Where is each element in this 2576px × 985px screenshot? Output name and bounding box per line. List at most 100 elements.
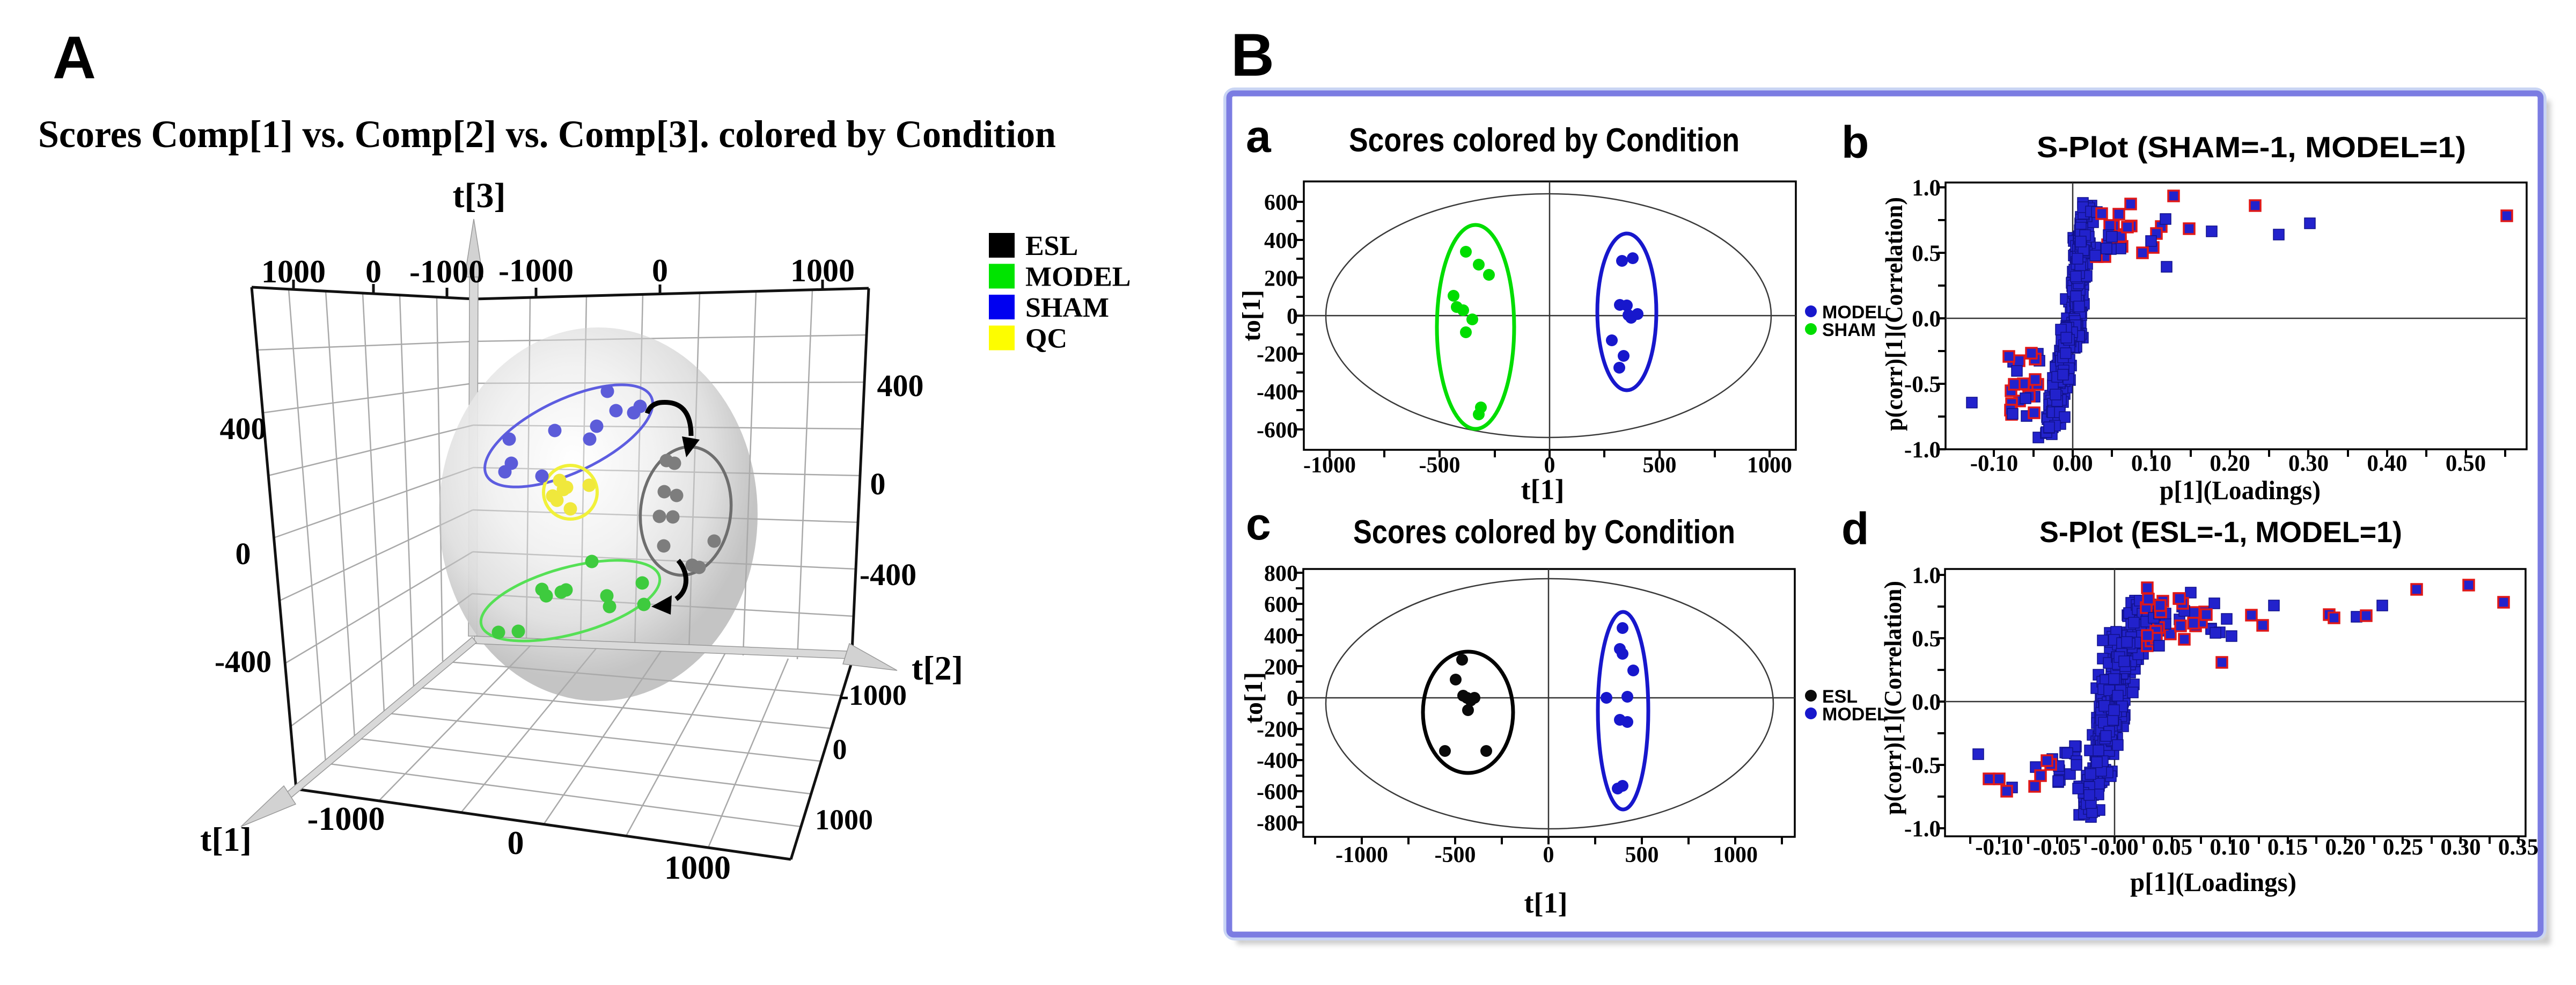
svg-text:p(corr)[1](Correlation): p(corr)[1](Correlation) (1880, 197, 1907, 431)
svg-text:1.0: 1.0 (1912, 563, 1941, 588)
svg-text:S-Plot (ESL=-1, MODEL=1): S-Plot (ESL=-1, MODEL=1) (2039, 515, 2402, 549)
svg-text:to[1]: to[1] (1239, 672, 1268, 724)
svg-text:1000: 1000 (1713, 843, 1758, 867)
svg-text:S-Plot (SHAM=-1, MODEL=1): S-Plot (SHAM=-1, MODEL=1) (2037, 130, 2466, 164)
svg-text:500: 500 (1625, 843, 1659, 867)
svg-text:400: 400 (1264, 624, 1298, 648)
svg-text:0.35: 0.35 (2498, 835, 2538, 860)
svg-text:b: b (1841, 117, 1869, 167)
svg-text:MODEL: MODEL (1822, 302, 1888, 323)
svg-text:-400: -400 (1257, 749, 1298, 774)
svg-text:t[2]: t[2] (912, 649, 963, 687)
svg-text:200: 200 (1264, 655, 1298, 680)
svg-text:0.50: 0.50 (2446, 451, 2486, 476)
svg-text:p[1](Loadings): p[1](Loadings) (2130, 867, 2296, 897)
svg-text:-1000: -1000 (1303, 453, 1356, 478)
svg-text:-500: -500 (1419, 453, 1461, 478)
svg-text:0.0: 0.0 (1912, 307, 1941, 332)
svg-text:ESL: ESL (1025, 231, 1078, 261)
svg-text:0: 0 (1287, 304, 1298, 329)
svg-text:-1000: -1000 (1335, 843, 1388, 867)
svg-text:-200: -200 (1257, 342, 1298, 367)
svg-text:400: 400 (877, 368, 924, 403)
svg-text:-1000: -1000 (409, 254, 485, 289)
svg-text:0.10: 0.10 (2210, 835, 2250, 860)
svg-text:800: 800 (1264, 561, 1298, 586)
svg-text:-500: -500 (1435, 843, 1476, 867)
svg-text:QC: QC (1025, 324, 1067, 354)
svg-text:0.5: 0.5 (1912, 241, 1941, 266)
svg-text:0.0: 0.0 (1912, 690, 1941, 715)
svg-text:1000: 1000 (790, 253, 855, 288)
svg-text:0: 0 (365, 254, 381, 289)
svg-text:MODEL: MODEL (1822, 704, 1888, 725)
svg-text:Scores Comp[1] vs. Comp[2] vs.: Scores Comp[1] vs. Comp[2] vs. Comp[3]. … (38, 113, 1056, 156)
svg-text:t[1]: t[1] (1524, 887, 1568, 919)
svg-text:0: 0 (1544, 453, 1555, 478)
svg-text:-1000: -1000 (839, 679, 907, 711)
svg-text:0: 0 (1287, 687, 1298, 711)
svg-text:Scores colored by Condition: Scores colored by Condition (1349, 122, 1740, 159)
svg-text:600: 600 (1264, 191, 1298, 215)
svg-text:0: 0 (833, 733, 847, 765)
svg-text:to[1]: to[1] (1237, 290, 1266, 341)
svg-text:-400: -400 (1257, 380, 1298, 405)
svg-text:c: c (1246, 499, 1271, 549)
svg-text:0.20: 0.20 (2210, 451, 2250, 476)
svg-text:-0.5: -0.5 (1904, 372, 1941, 397)
svg-text:1.0: 1.0 (1912, 176, 1941, 201)
svg-text:p(corr)[1](Correlation): p(corr)[1](Correlation) (1879, 581, 1906, 815)
svg-text:-600: -600 (1257, 418, 1298, 443)
svg-text:-600: -600 (1257, 780, 1298, 805)
svg-text:0.25: 0.25 (2383, 835, 2423, 860)
svg-text:ESL: ESL (1822, 687, 1858, 707)
svg-text:0: 0 (508, 825, 524, 862)
svg-text:a: a (1246, 111, 1272, 162)
svg-text:-1000: -1000 (498, 253, 574, 288)
svg-text:0: 0 (236, 536, 251, 571)
svg-text:1000: 1000 (261, 254, 326, 289)
svg-text:0.10: 0.10 (2131, 451, 2171, 476)
svg-text:400: 400 (1264, 229, 1298, 253)
svg-text:t[1]: t[1] (1521, 473, 1565, 506)
svg-text:-1.0: -1.0 (1904, 437, 1941, 463)
svg-text:600: 600 (1264, 593, 1298, 617)
svg-text:-1000: -1000 (307, 801, 385, 837)
svg-text:0.30: 0.30 (2440, 835, 2480, 860)
svg-text:t[3]: t[3] (453, 176, 506, 215)
svg-text:-800: -800 (1257, 811, 1298, 836)
svg-text:0: 0 (652, 253, 668, 288)
svg-text:-400: -400 (215, 644, 271, 679)
svg-text:A: A (53, 24, 96, 91)
svg-text:0.05: 0.05 (2152, 835, 2192, 860)
svg-text:0: 0 (1543, 843, 1554, 867)
svg-text:-0.00: -0.00 (2090, 835, 2139, 860)
svg-text:Scores colored by Condition: Scores colored by Condition (1353, 514, 1735, 551)
svg-text:400: 400 (220, 411, 267, 446)
svg-text:1000: 1000 (1747, 453, 1792, 478)
svg-text:B: B (1231, 21, 1274, 89)
svg-text:-1.0: -1.0 (1904, 816, 1941, 842)
svg-text:-0.10: -0.10 (1975, 835, 2023, 860)
svg-text:0.20: 0.20 (2325, 835, 2365, 860)
svg-text:0: 0 (870, 466, 886, 501)
svg-text:-0.10: -0.10 (1970, 451, 2019, 476)
svg-text:SHAM: SHAM (1025, 293, 1109, 323)
svg-text:0.40: 0.40 (2367, 451, 2407, 476)
svg-text:0.00: 0.00 (2052, 451, 2093, 476)
svg-text:-200: -200 (1257, 718, 1298, 742)
svg-text:d: d (1841, 504, 1869, 554)
svg-text:0.15: 0.15 (2267, 835, 2308, 860)
svg-text:1000: 1000 (815, 804, 873, 836)
svg-text:t[1]: t[1] (200, 820, 252, 858)
svg-text:-0.5: -0.5 (1904, 753, 1941, 778)
svg-text:500: 500 (1643, 453, 1677, 478)
svg-text:0.30: 0.30 (2288, 451, 2329, 476)
svg-text:SHAM: SHAM (1822, 320, 1876, 340)
svg-text:0.5: 0.5 (1912, 626, 1941, 652)
svg-text:p[1](Loadings): p[1](Loadings) (2160, 475, 2321, 505)
svg-text:MODEL: MODEL (1025, 262, 1131, 293)
svg-text:200: 200 (1264, 266, 1298, 291)
svg-text:1000: 1000 (664, 850, 731, 886)
svg-text:-400: -400 (860, 557, 916, 592)
